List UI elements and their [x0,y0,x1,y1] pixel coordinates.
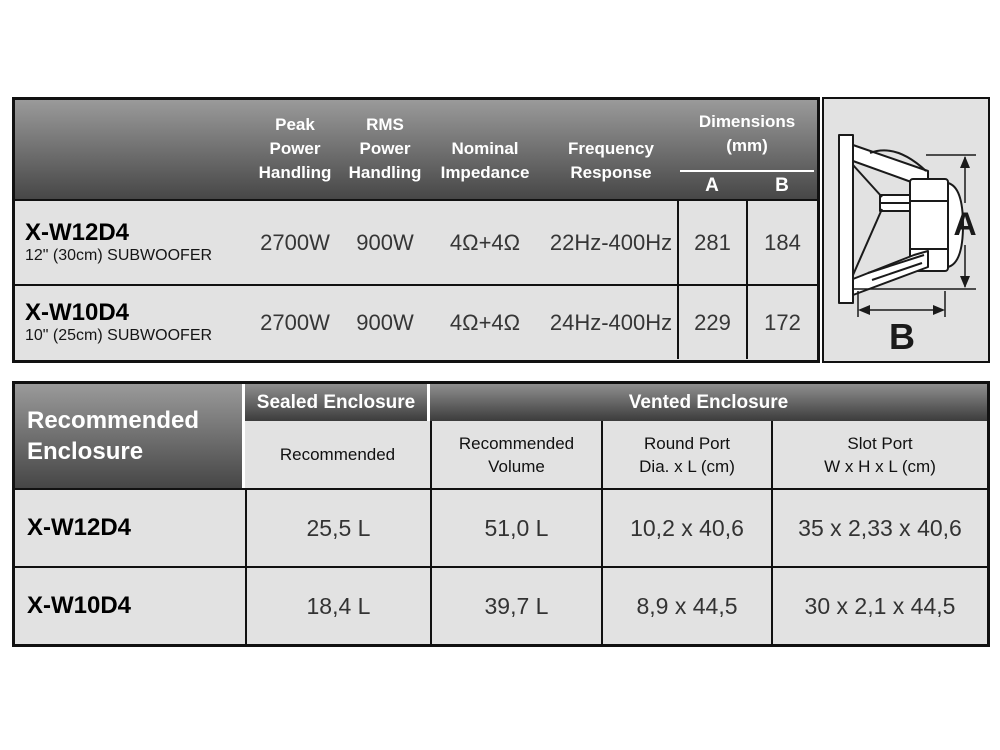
dimension-a-cell: 281 [677,201,746,284]
impedance-cell: 4Ω+4Ω [425,286,545,359]
model-cell: X-W10D4 10" (25cm) SUBWOOFER [15,286,245,359]
spec-header-frequency-response: Frequency Response [568,139,654,182]
sealed-volume-value: 25,5 L [306,514,371,541]
model-cell: X-W12D4 12" (30cm) SUBWOOFER [15,201,245,284]
spec-table: Peak Power Handling RMS Power Handling N… [12,97,820,363]
surround-arc [869,149,927,172]
sealed-volume-cell: 25,5 L [245,490,430,566]
dimension-b-value: 184 [764,229,801,255]
rms-power-value: 900W [356,309,414,335]
vented-volume-cell: 51,0 L [430,490,601,566]
slot-port-value: 30 x 2,1 x 44,5 [804,592,956,619]
spec-header-dim-a: A [705,175,719,196]
enclosure-table: Recommended Enclosure Sealed Enclosure V… [12,381,990,647]
rms-power-cell: 900W [345,286,425,359]
spider-line [871,262,923,281]
spider-line [867,254,925,274]
table-row: X-W10D4 18,4 L 39,7 L 8,9 x 44,5 30 x 2,… [15,566,987,644]
subheader-sealed-recommended: Recommended [279,445,396,464]
cone-line [852,164,883,198]
magnet-back-cap [947,182,964,268]
dim-a-label: A [953,206,976,242]
slot-port-value: 35 x 2,33 x 40,6 [798,514,962,541]
round-port-value: 10,2 x 40,6 [630,514,744,541]
vented-volume-value: 51,0 L [484,514,549,541]
voice-coil-shape [879,194,911,204]
table-row: X-W10D4 10" (25cm) SUBWOOFER 2700W 900W … [15,284,817,359]
dimension-b-cell: 184 [746,201,817,284]
model-name: X-W10D4 [27,592,132,619]
voice-coil-shape [879,202,911,212]
model-cell: X-W10D4 [15,568,245,644]
round-port-cell: 10,2 x 40,6 [601,490,771,566]
sealed-volume-cell: 18,4 L [245,568,430,644]
dimension-a-value: 281 [694,229,731,255]
peak-power-cell: 2700W [245,201,345,284]
spec-header-dim-b: B [775,175,789,196]
rms-power-value: 900W [356,229,414,255]
frequency-cell: 22Hz-400Hz [545,201,677,284]
subheader-round-port: Round Port Dia. x L (cm) [601,421,771,488]
spec-header-dimension-ab: A B [677,172,817,199]
vented-volume-value: 39,7 L [484,592,549,619]
peak-power-value: 2700W [260,309,330,335]
subheader-slot-port: Slot Port W x H x L (cm) [771,421,987,488]
flange-shape [838,134,854,304]
dim-a-arrow-down [960,276,970,288]
sealed-enclosure-header: Sealed Enclosure [245,384,430,421]
spec-header-nominal-impedance: Nominal Impedance [440,139,530,182]
dim-b-arrow-right [933,305,945,315]
model-name: X-W10D4 [25,298,130,326]
sealed-volume-value: 18,4 L [306,592,371,619]
cone-line [852,208,883,276]
vented-volume-cell: 39,7 L [430,568,601,644]
dim-a-arrow-up [960,156,970,168]
spec-table-header: Peak Power Handling RMS Power Handling N… [15,100,817,199]
spec-header-rms-power: RMS Power Handling [348,115,422,182]
slot-port-cell: 35 x 2,33 x 40,6 [771,490,987,566]
dimensions-divider-line [680,170,814,172]
peak-power-cell: 2700W [245,286,345,359]
frequency-value: 22Hz-400Hz [549,229,673,255]
enclosure-title: Recommended Enclosure [15,384,245,488]
spec-header-peak-power: Peak Power Handling [258,115,332,182]
enclosure-header-right: Sealed Enclosure Vented Enclosure Recomm… [245,384,987,488]
frequency-value: 24Hz-400Hz [549,309,673,335]
round-port-value: 8,9 x 44,5 [636,592,738,619]
dimension-b-cell: 172 [746,286,817,359]
table-row: X-W12D4 25,5 L 51,0 L 10,2 x 40,6 35 x 2… [15,488,987,566]
enclosure-subheaders: Recommended Recommended Volume Round Por… [245,421,987,488]
spec-header-dimensions-group: Dimensions (mm) A B [677,100,817,199]
enclosure-table-header: Recommended Enclosure Sealed Enclosure V… [15,384,987,488]
model-name: X-W12D4 [25,218,130,246]
model-subtitle: 10" (25cm) SUBWOOFER [25,326,213,344]
enclosure-header-bars: Sealed Enclosure Vented Enclosure [245,384,987,421]
peak-power-value: 2700W [260,229,330,255]
dim-b-label: B [889,316,915,357]
dimension-b-value: 172 [764,309,801,335]
model-name: X-W12D4 [27,514,132,541]
rms-power-cell: 900W [345,201,425,284]
impedance-cell: 4Ω+4Ω [425,201,545,284]
spec-header-dimensions: Dimensions (mm) [698,112,796,155]
vented-enclosure-header: Vented Enclosure [430,384,987,421]
dimension-a-cell: 229 [677,286,746,359]
round-port-cell: 8,9 x 44,5 [601,568,771,644]
model-subtitle: 12" (30cm) SUBWOOFER [25,246,213,264]
spec-header-model-spacer [15,100,245,199]
impedance-value: 4Ω+4Ω [449,309,521,335]
impedance-value: 4Ω+4Ω [449,229,521,255]
driver-dimension-diagram: A B [822,97,990,363]
table-row: X-W12D4 12" (30cm) SUBWOOFER 2700W 900W … [15,199,817,284]
dim-b-arrow-left [858,305,870,315]
model-cell: X-W12D4 [15,490,245,566]
frequency-cell: 24Hz-400Hz [545,286,677,359]
subwoofer-side-view-drawing: A B [838,134,977,357]
subheader-recommended-volume: Recommended Volume [430,421,601,488]
slot-port-cell: 30 x 2,1 x 44,5 [771,568,987,644]
dimension-a-value: 229 [694,309,731,335]
